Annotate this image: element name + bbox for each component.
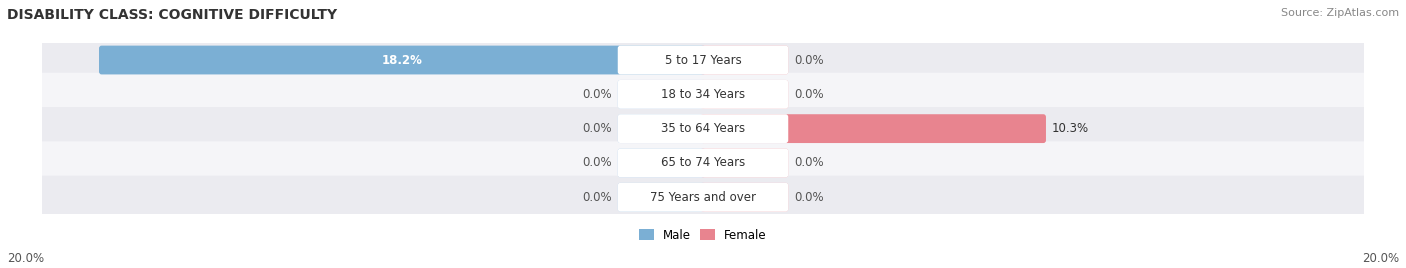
FancyBboxPatch shape	[37, 107, 1369, 150]
Text: 18.2%: 18.2%	[382, 54, 423, 66]
FancyBboxPatch shape	[617, 80, 706, 109]
Text: 18 to 34 Years: 18 to 34 Years	[661, 88, 745, 101]
FancyBboxPatch shape	[700, 80, 789, 109]
Text: 5 to 17 Years: 5 to 17 Years	[665, 54, 741, 66]
FancyBboxPatch shape	[700, 183, 789, 212]
Text: 0.0%: 0.0%	[794, 191, 824, 204]
Text: 0.0%: 0.0%	[582, 157, 612, 169]
Text: 20.0%: 20.0%	[1362, 252, 1399, 265]
Text: Source: ZipAtlas.com: Source: ZipAtlas.com	[1281, 8, 1399, 18]
FancyBboxPatch shape	[37, 141, 1369, 185]
FancyBboxPatch shape	[617, 80, 789, 109]
FancyBboxPatch shape	[37, 38, 1369, 82]
FancyBboxPatch shape	[617, 183, 789, 212]
FancyBboxPatch shape	[98, 46, 706, 75]
FancyBboxPatch shape	[617, 114, 789, 143]
FancyBboxPatch shape	[700, 148, 789, 177]
FancyBboxPatch shape	[617, 114, 706, 143]
Text: 75 Years and over: 75 Years and over	[650, 191, 756, 204]
Text: 10.3%: 10.3%	[1052, 122, 1088, 135]
Text: 0.0%: 0.0%	[582, 88, 612, 101]
Text: 65 to 74 Years: 65 to 74 Years	[661, 157, 745, 169]
Text: 35 to 64 Years: 35 to 64 Years	[661, 122, 745, 135]
FancyBboxPatch shape	[617, 148, 706, 177]
FancyBboxPatch shape	[617, 183, 706, 212]
FancyBboxPatch shape	[700, 46, 789, 75]
Text: 0.0%: 0.0%	[794, 157, 824, 169]
Text: DISABILITY CLASS: COGNITIVE DIFFICULTY: DISABILITY CLASS: COGNITIVE DIFFICULTY	[7, 8, 337, 22]
Text: 0.0%: 0.0%	[794, 54, 824, 66]
Legend: Male, Female: Male, Female	[634, 224, 772, 246]
Text: 20.0%: 20.0%	[7, 252, 44, 265]
Text: 0.0%: 0.0%	[582, 122, 612, 135]
FancyBboxPatch shape	[37, 73, 1369, 116]
FancyBboxPatch shape	[617, 148, 789, 177]
Text: 0.0%: 0.0%	[582, 191, 612, 204]
Text: 0.0%: 0.0%	[794, 88, 824, 101]
FancyBboxPatch shape	[700, 114, 1046, 143]
FancyBboxPatch shape	[617, 46, 789, 75]
FancyBboxPatch shape	[37, 176, 1369, 219]
